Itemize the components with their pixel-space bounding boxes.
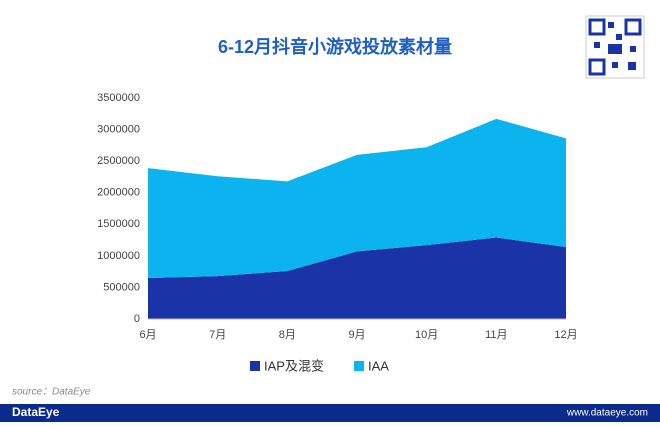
y-tick-label: 1500000 [97, 218, 140, 230]
area [148, 237, 566, 319]
area [148, 118, 566, 278]
x-tick-label: 8月 [279, 329, 296, 341]
x-tick-label: 11月 [485, 329, 507, 341]
footer-brand: DataEye [12, 405, 60, 419]
legend-label: IAP及混变 [264, 358, 324, 373]
legend-swatch [353, 361, 364, 371]
y-tick-label: 3000000 [97, 123, 140, 135]
y-tick-label: 2500000 [97, 155, 140, 167]
y-tick-label: 500000 [103, 281, 140, 293]
source: source：DataEye [12, 387, 91, 398]
y-tick-label: 1000000 [97, 250, 140, 262]
footer-bar [0, 404, 660, 422]
y-tick-label: 0 [134, 313, 140, 325]
qr-code [585, 15, 645, 79]
x-tick-label: 9月 [348, 329, 365, 341]
y-tick-label: 2000000 [97, 187, 140, 199]
x-tick-label: 6月 [139, 329, 156, 341]
legend-swatch [250, 361, 260, 371]
chart-title: 6-12月抖音小游戏投放素材量 [218, 36, 452, 57]
x-tick-label: 12月 [554, 329, 577, 341]
x-tick-label: 10月 [415, 329, 438, 341]
footer-url: www.dataeye.com [566, 408, 648, 419]
y-tick-label: 3500000 [97, 92, 140, 104]
x-tick-label: 7月 [209, 329, 226, 341]
legend-label: IAA [368, 358, 389, 373]
